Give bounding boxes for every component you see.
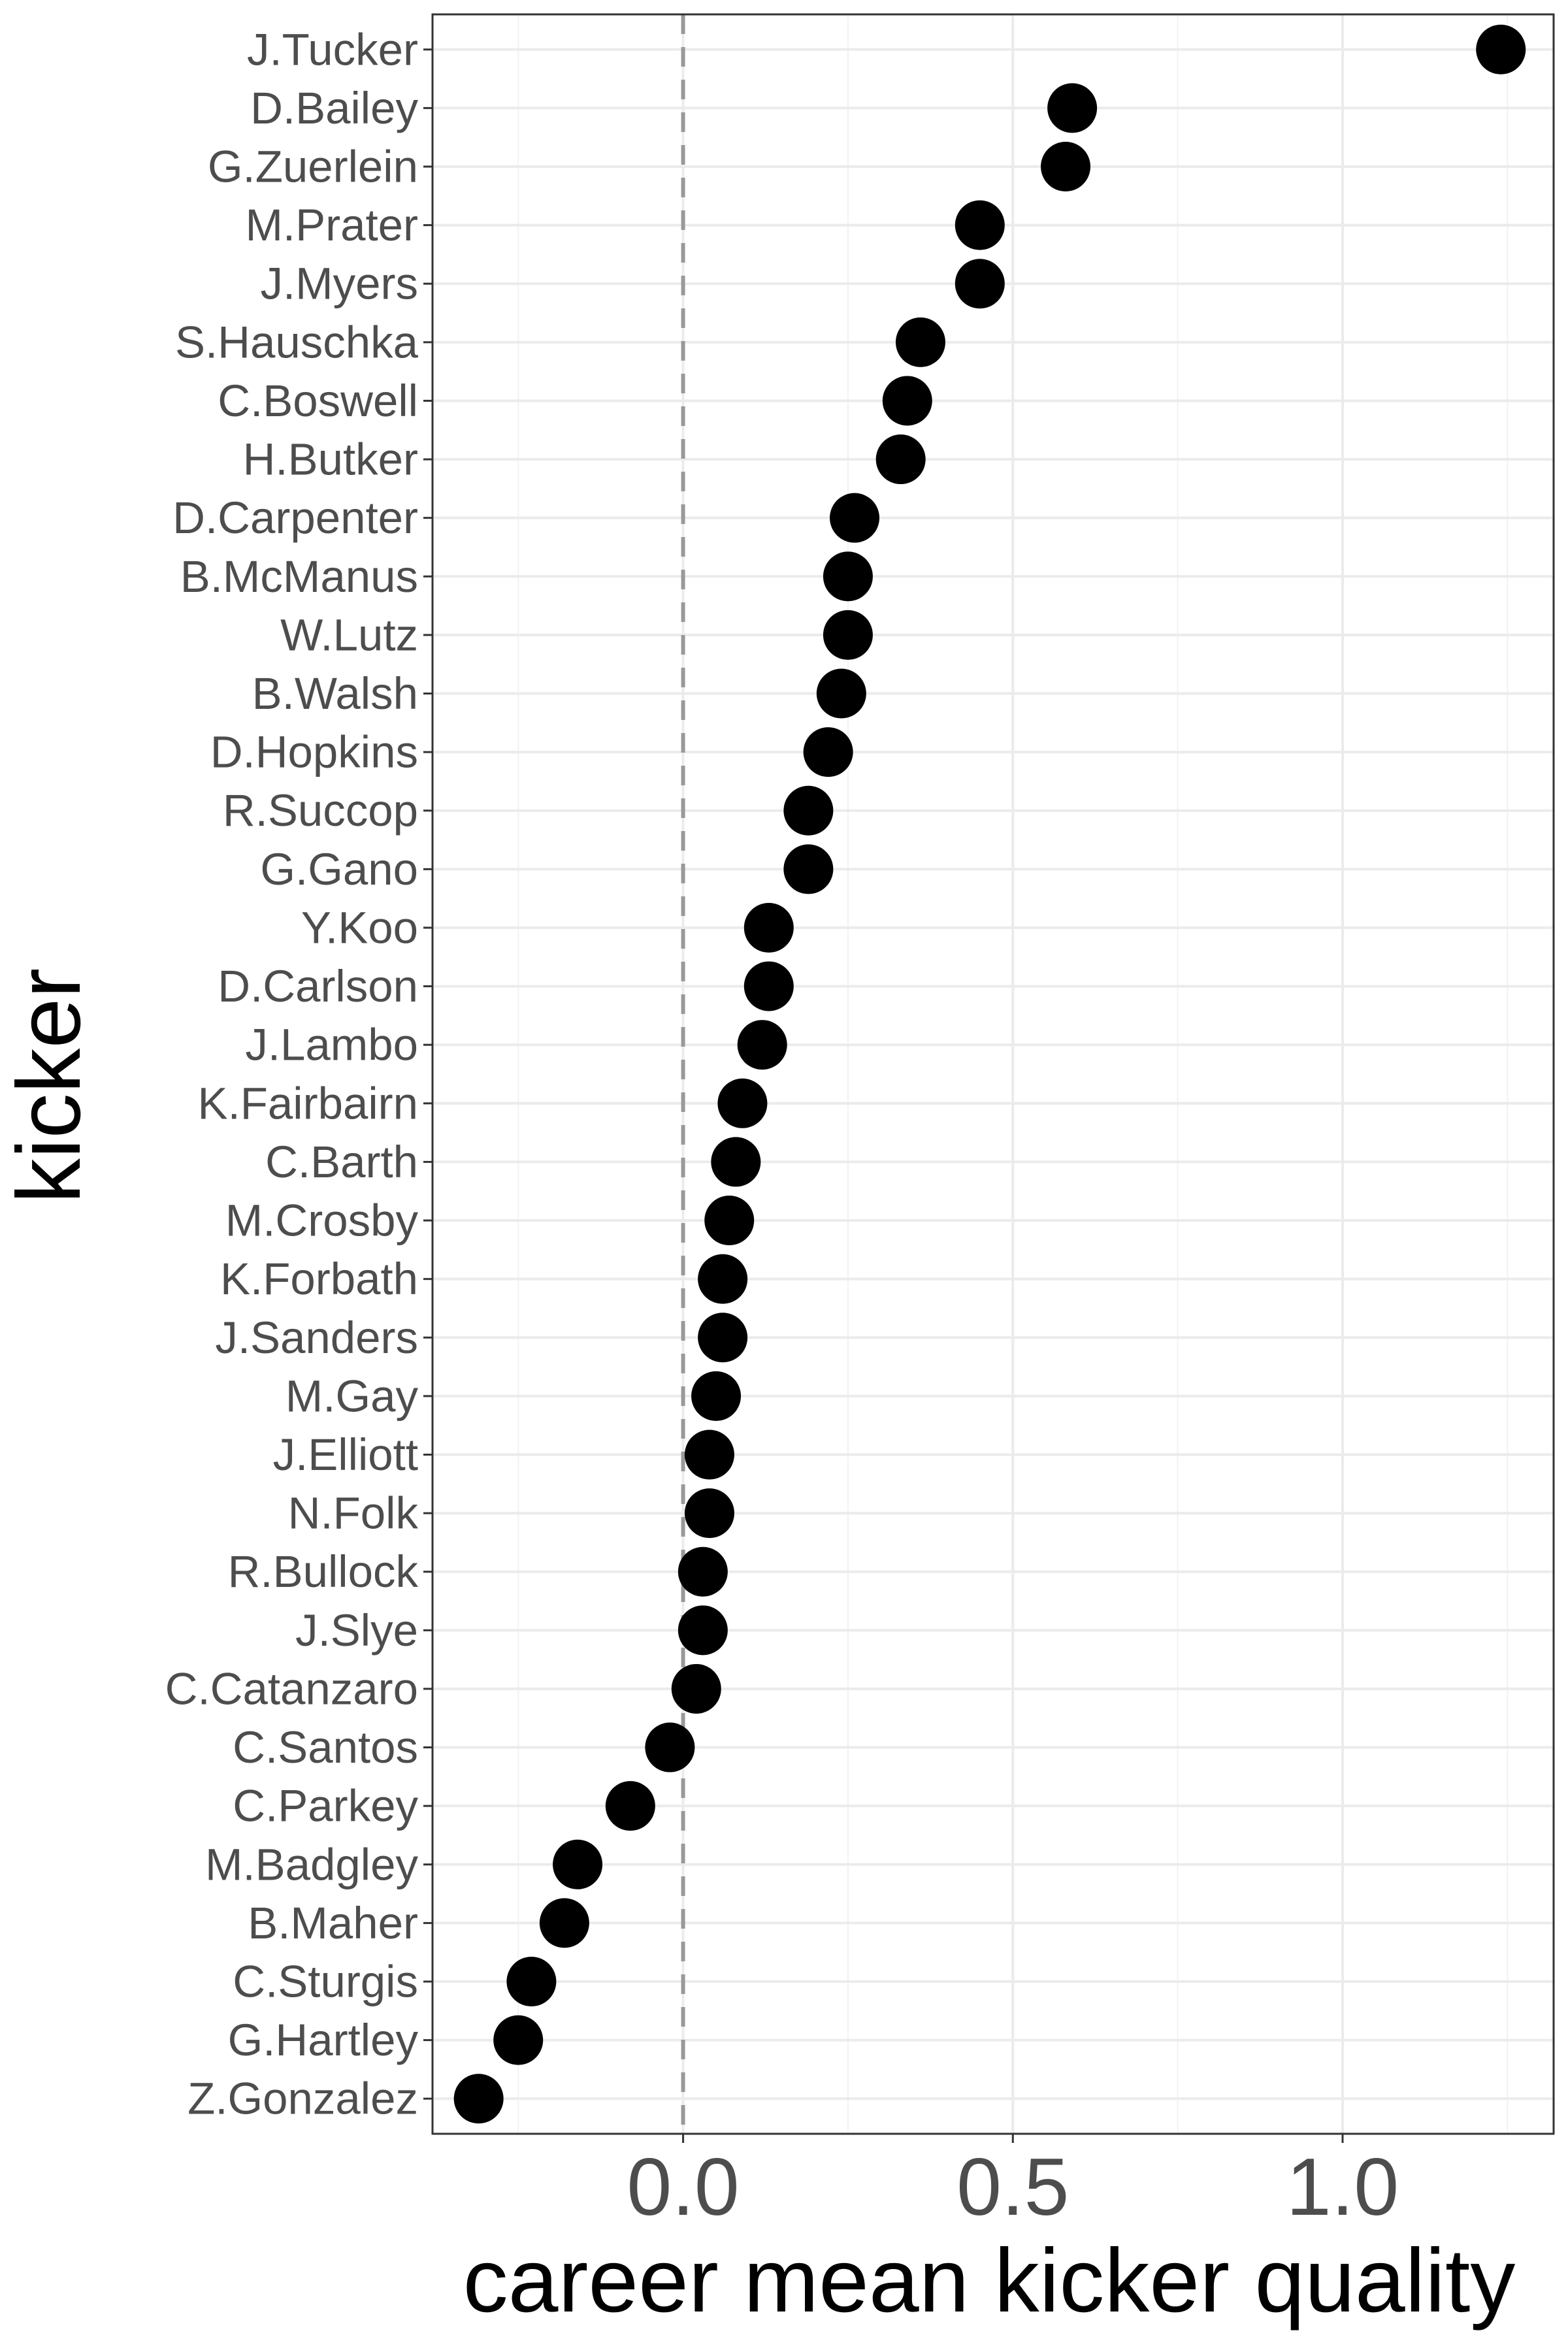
point-d-carpenter <box>830 493 880 543</box>
point-k-fairbairn <box>717 1078 768 1128</box>
y-tick-label: S.Hauschka <box>175 317 419 367</box>
y-tick-label: B.Maher <box>248 1898 418 1948</box>
y-tick-label: Z.Gonzalez <box>188 2074 418 2124</box>
y-tick-label: K.Forbath <box>220 1254 418 1304</box>
point-s-hauschka <box>895 317 945 367</box>
x-tick-label: 0.5 <box>956 2142 1069 2232</box>
y-tick-label: G.Hartley <box>228 2015 419 2065</box>
y-tick-label: D.Bailey <box>250 83 418 133</box>
point-k-forbath <box>698 1254 748 1304</box>
y-tick-label: J.Tucker <box>247 24 418 74</box>
y-tick-label: D.Carpenter <box>172 493 418 543</box>
y-tick-label: C.Barth <box>265 1137 418 1187</box>
point-g-zuerlein <box>1041 141 1091 191</box>
point-r-bullock <box>678 1546 728 1597</box>
y-tick-label: G.Zuerlein <box>208 141 418 191</box>
point-r-succop <box>783 785 834 836</box>
y-tick-label: C.Parkey <box>233 1781 418 1831</box>
y-tick-label: M.Crosby <box>225 1196 419 1246</box>
y-tick-label: W.Lutz <box>280 610 418 660</box>
point-m-prater <box>955 200 1005 250</box>
point-h-butker <box>875 434 926 485</box>
point-j-slye <box>678 1605 728 1656</box>
point-m-crosby <box>704 1196 755 1246</box>
point-j-lambo <box>737 1020 787 1070</box>
y-tick-label: M.Gay <box>286 1371 419 1421</box>
y-tick-label: M.Badgley <box>205 1839 418 1889</box>
point-d-bailey <box>1047 83 1098 133</box>
y-tick-label: K.Fairbairn <box>198 1078 418 1128</box>
y-tick-label: D.Carlson <box>218 961 418 1011</box>
point-j-sanders <box>698 1313 748 1363</box>
y-tick-label: C.Sturgis <box>233 1957 418 2007</box>
y-tick-label: B.Walsh <box>252 668 418 719</box>
point-g-hartley <box>493 2015 544 2065</box>
y-tick-label: D.Hopkins <box>210 727 418 777</box>
point-j-myers <box>955 259 1005 309</box>
y-tick-label: C.Catanzaro <box>165 1663 418 1714</box>
grid-minor <box>517 14 1509 2134</box>
y-tick-label: H.Butker <box>243 434 418 485</box>
point-c-parkey <box>605 1781 655 1831</box>
y-tick-label: M.Prater <box>245 200 418 250</box>
y-tick-label: R.Succop <box>223 785 418 836</box>
y-tick-label: G.Gano <box>260 844 418 894</box>
x-tick-label: 1.0 <box>1286 2142 1399 2232</box>
point-w-lutz <box>823 610 873 660</box>
point-c-catanzaro <box>671 1663 721 1714</box>
point-d-carlson <box>743 961 794 1011</box>
point-b-walsh <box>816 668 866 719</box>
y-tick-label: C.Santos <box>233 1722 418 1772</box>
panel-border <box>431 13 1555 2135</box>
y-axis: J.Tucker D.Bailey G.Zuerlein M.Prater J.Myer… <box>165 24 433 2124</box>
point-m-gay <box>691 1371 742 1421</box>
y-tick-label: J.Myers <box>261 259 419 309</box>
x-axis-title: career mean kicker quality <box>463 2230 1516 2331</box>
point-n-folk <box>684 1488 734 1539</box>
point-d-hopkins <box>803 727 853 777</box>
x-axis: 0.0 0.5 1.0 <box>627 2134 1399 2232</box>
y-tick-label: R.Bullock <box>228 1546 419 1597</box>
point-c-barth <box>711 1137 761 1187</box>
point-m-badgley <box>553 1839 603 1889</box>
y-tick-label: B.McManus <box>180 551 418 602</box>
y-tick-label: J.Elliott <box>273 1429 418 1480</box>
point-z-gonzalez <box>453 2074 504 2124</box>
x-tick-label: 0.0 <box>627 2142 739 2232</box>
point-b-maher <box>539 1898 589 1948</box>
point-c-santos <box>645 1722 695 1772</box>
points-layer <box>453 24 1526 2124</box>
point-y-koo <box>743 902 794 953</box>
y-tick-label: J.Lambo <box>245 1020 418 1070</box>
point-b-mcmanus <box>823 551 873 602</box>
y-tick-label: N.Folk <box>288 1488 419 1539</box>
point-j-tucker <box>1476 24 1526 74</box>
y-tick-label: C.Boswell <box>218 376 418 426</box>
point-j-elliott <box>684 1429 734 1480</box>
y-axis-title: kicker <box>0 968 99 1203</box>
point-g-gano <box>783 844 834 894</box>
y-tick-label: Y.Koo <box>301 902 418 953</box>
point-c-boswell <box>882 376 932 426</box>
point-c-sturgis <box>506 1957 557 2007</box>
y-tick-label: J.Sanders <box>215 1313 418 1363</box>
y-tick-label: J.Slye <box>295 1605 418 1656</box>
